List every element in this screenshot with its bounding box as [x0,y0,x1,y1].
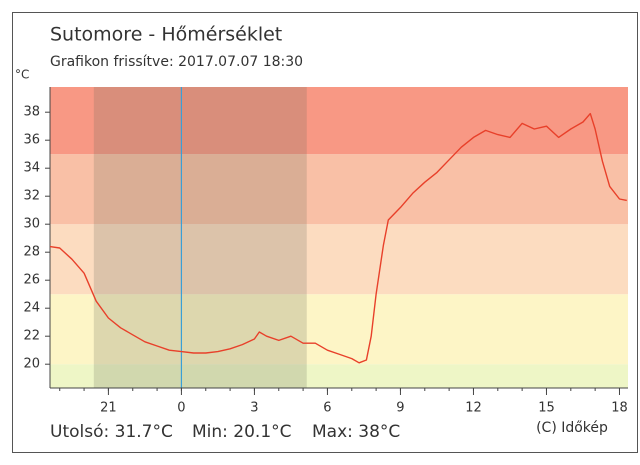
x-tick-label: 6 [323,401,331,416]
chart-title: Sutomore - Hőmérséklet [50,24,282,46]
y-tick-label: 34 [23,161,40,176]
y-tick-label: 20 [23,357,40,372]
y-tick-label: 24 [23,301,40,316]
x-tick-label: 3 [250,401,258,416]
stat-min: Min: 20.1°C [192,422,292,442]
x-tick-label: 21 [100,401,117,416]
x-tick-label: 0 [177,401,185,416]
plot-area [50,87,628,388]
y-tick-label: 36 [23,133,40,148]
credit: (C) Időkép [536,420,608,436]
y-unit: °C [15,68,29,82]
y-tick-label: 30 [23,217,40,232]
y-tick-label: 32 [23,189,40,204]
night-shade [93,87,307,388]
chart-subtitle: Grafikon frissítve: 2017.07.07 18:30 [50,54,303,70]
stat-last: Utolsó: 31.7°C [50,422,173,442]
x-tick-label: 15 [538,401,555,416]
stat-max: Max: 38°C [312,422,400,442]
x-tick-label: 18 [611,401,628,416]
temperature-band [50,154,628,225]
temperature-band [50,87,628,155]
temperature-band [50,294,628,365]
y-tick-label: 26 [23,273,40,288]
temperature-band [50,224,628,295]
temperature-band [50,364,628,388]
x-tick-label: 9 [396,401,404,416]
y-tick-label: 38 [23,105,40,120]
y-tick-label: 22 [23,329,40,344]
y-tick-label: 28 [23,245,40,260]
temperature-line [49,112,627,364]
x-tick-label: 12 [465,401,482,416]
